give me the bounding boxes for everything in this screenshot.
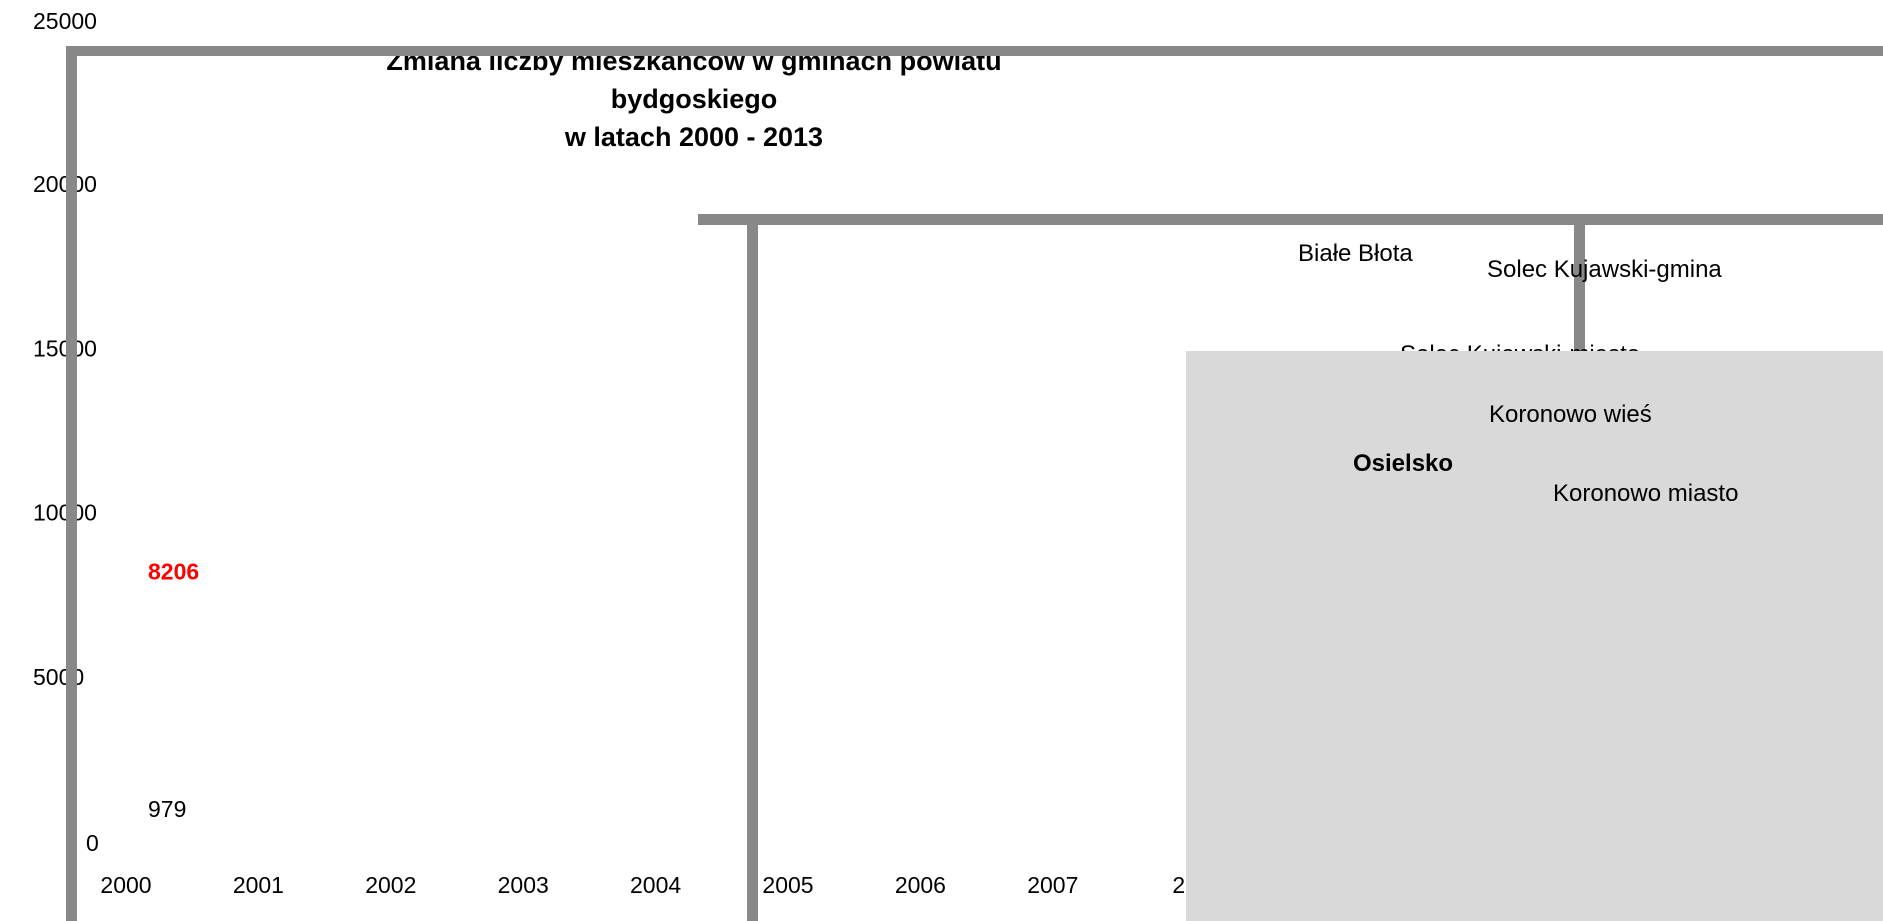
- y-tick-label: 15000: [33, 335, 97, 361]
- series-label: Białe Błota: [1298, 240, 1413, 267]
- y-tick-label: 20000: [33, 171, 97, 197]
- plot-frame-left: [66, 46, 77, 921]
- data-label: 8206: [148, 559, 199, 585]
- y-tick-label: 25000: [33, 8, 97, 34]
- series-label: Koronowo wieś: [1489, 401, 1652, 428]
- x-tick-label: 2007: [1027, 872, 1078, 898]
- x-tick-label: 2004: [630, 872, 681, 898]
- plot-frame-top: [66, 46, 1883, 56]
- x-tick-label: 2000: [100, 872, 151, 898]
- x-tick-label: 2002: [365, 872, 416, 898]
- inner-frame-top: [698, 214, 1883, 225]
- x-tick-label: 2005: [762, 872, 813, 898]
- series-label: Osielsko: [1353, 450, 1453, 477]
- x-tick-label: 2001: [233, 872, 284, 898]
- inner-frame-left: [747, 214, 758, 921]
- data-label: 979: [148, 796, 186, 822]
- x-tick-label: 2003: [498, 872, 549, 898]
- inner-frame-divider: [1574, 214, 1585, 354]
- chart-title-line2: w latach 2000 - 2013: [564, 122, 824, 152]
- y-tick-label: 10000: [33, 500, 97, 526]
- y-tick-label: 0: [86, 830, 99, 856]
- series-label: Koronowo miasto: [1553, 480, 1738, 507]
- x-tick-label: 2006: [895, 872, 946, 898]
- overlay-panel: [1186, 351, 1883, 921]
- series-label: Solec Kujawski-gmina: [1487, 256, 1722, 283]
